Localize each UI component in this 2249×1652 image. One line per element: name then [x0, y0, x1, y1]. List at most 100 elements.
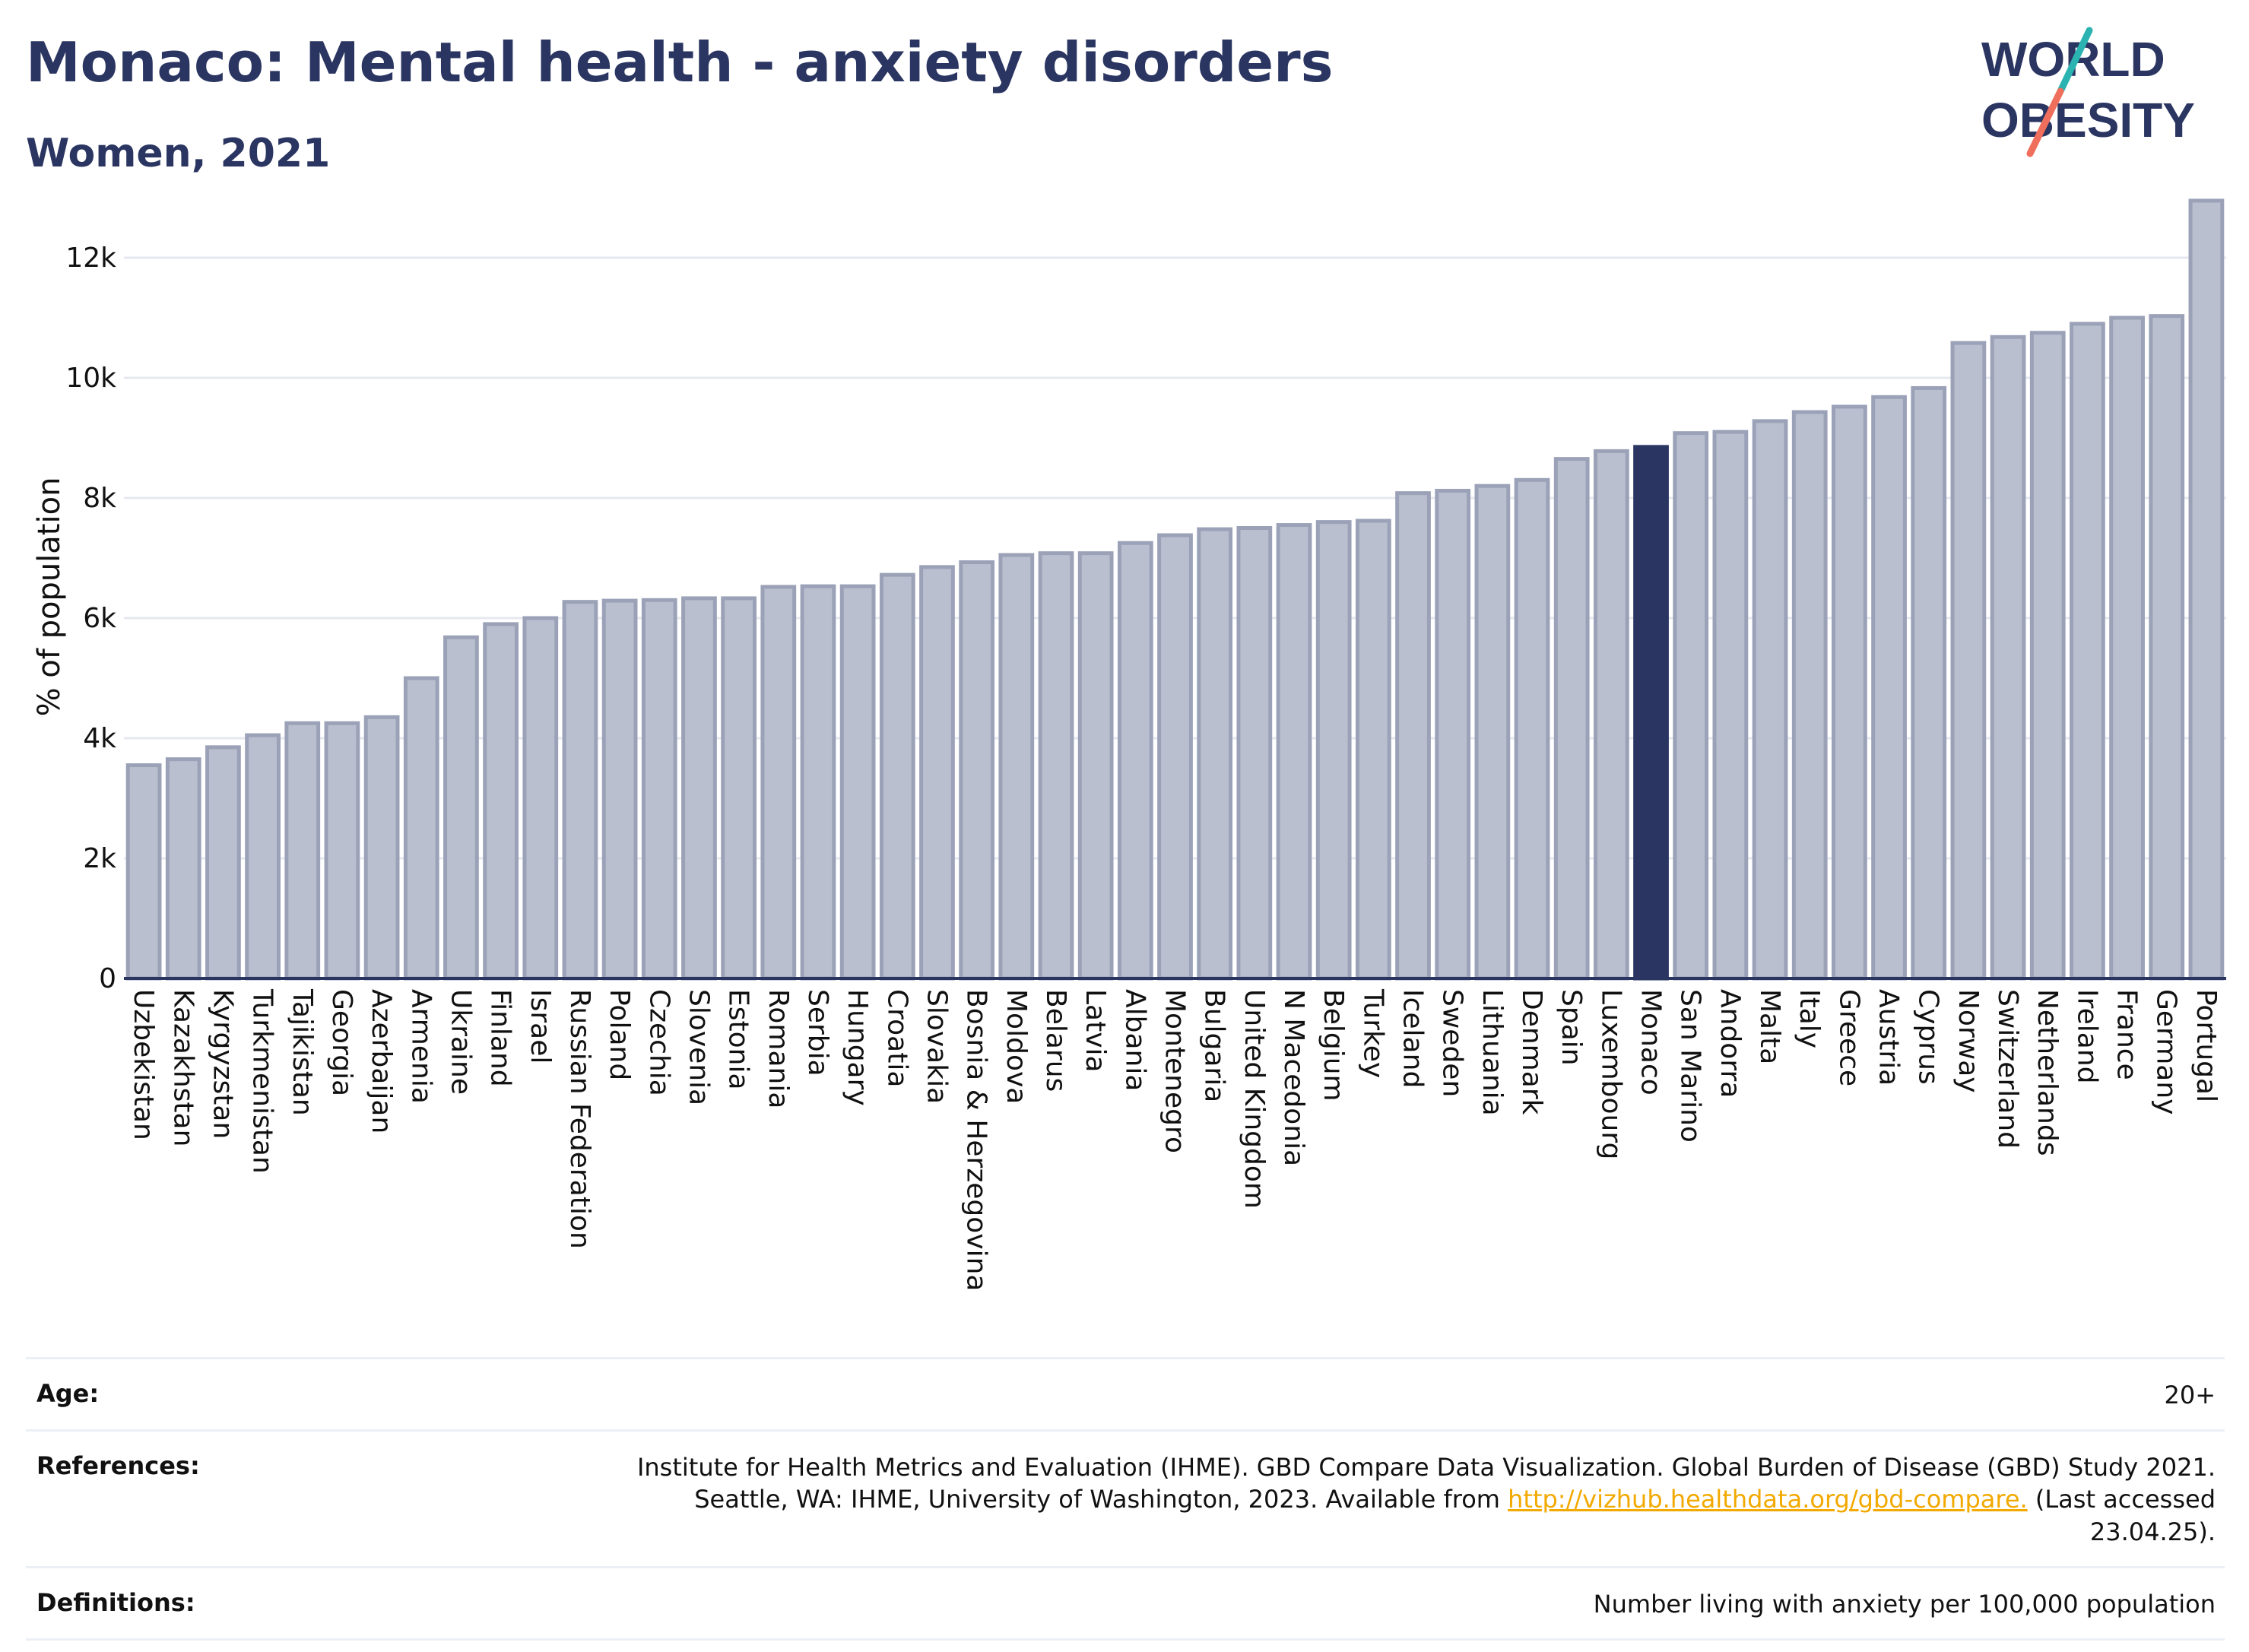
- x-tick-label: Slovenia: [683, 989, 714, 1105]
- x-tick-label: Armenia: [405, 989, 436, 1104]
- age-value: 20+: [2164, 1381, 2216, 1409]
- bar[interactable]: [1395, 491, 1431, 981]
- bar-highlighted[interactable]: [1633, 445, 1669, 981]
- bar[interactable]: [1871, 395, 1907, 981]
- bar[interactable]: [1315, 520, 1352, 981]
- x-tick-label: United Kingdom: [1239, 989, 1270, 1209]
- bar[interactable]: [2188, 198, 2225, 981]
- bar[interactable]: [2070, 322, 2105, 981]
- bar[interactable]: [998, 553, 1035, 981]
- x-tick-label: Monaco: [1635, 989, 1667, 1096]
- definitions-value: Number living with anxiety per 100,000 p…: [1593, 1589, 2216, 1619]
- bar[interactable]: [1911, 385, 1947, 981]
- bar[interactable]: [403, 676, 439, 981]
- x-tick-label: Malta: [1754, 989, 1785, 1064]
- x-tick-label: Belarus: [1040, 989, 1071, 1092]
- bar[interactable]: [1594, 449, 1629, 981]
- bar[interactable]: [1752, 419, 1788, 981]
- metadata-table: Age: 20+ References: Institute for Healt…: [26, 1357, 2225, 1641]
- bar[interactable]: [1553, 457, 1590, 981]
- bar[interactable]: [641, 598, 677, 981]
- bar[interactable]: [1236, 526, 1273, 981]
- x-tick-label: Kyrgyzstan: [207, 989, 238, 1139]
- x-tick-label: Turkmenistan: [247, 988, 278, 1174]
- bar[interactable]: [1990, 335, 2026, 981]
- x-tick-label: Kazakhstan: [167, 989, 198, 1146]
- x-axis-ticks: Uzbekistan Kazakhstan Kyrgyzstan Turkmenist…: [124, 977, 2226, 1291]
- x-tick-label: Azerbaijan: [366, 989, 397, 1134]
- bar[interactable]: [1514, 477, 1550, 981]
- references-text: Institute for Health Metrics and Evaluat…: [636, 1453, 2216, 1514]
- bar[interactable]: [443, 635, 479, 981]
- bar[interactable]: [165, 757, 201, 981]
- bar[interactable]: [839, 584, 876, 981]
- bar[interactable]: [1791, 410, 1828, 981]
- meta-row-references: References: Institute for Health Metrics…: [26, 1429, 2225, 1566]
- bar-chart: 0 2k 4k 6k 8k 10k 12k Uzbekistan Kazakhstan Kyrg…: [32, 198, 2226, 1291]
- bar[interactable]: [1474, 484, 1511, 981]
- bar[interactable]: [324, 721, 360, 981]
- meta-row-age: Age: 20+: [26, 1357, 2225, 1429]
- bar[interactable]: [959, 560, 995, 981]
- y-tick-label: 8k: [83, 483, 116, 514]
- y-tick-label: 2k: [83, 843, 116, 874]
- bar[interactable]: [2109, 315, 2145, 981]
- x-tick-label: Lithuania: [1477, 989, 1508, 1116]
- y-tick-label: 10k: [65, 363, 116, 394]
- x-tick-label: Greece: [1833, 989, 1864, 1086]
- bar[interactable]: [1077, 551, 1114, 981]
- bar[interactable]: [1832, 404, 1867, 981]
- bar[interactable]: [800, 584, 836, 981]
- bar[interactable]: [919, 565, 955, 981]
- bar[interactable]: [2149, 314, 2185, 981]
- references-value: Institute for Health Metrics and Evaluat…: [634, 1451, 2216, 1548]
- bar[interactable]: [1673, 431, 1709, 981]
- bar[interactable]: [522, 616, 559, 981]
- bar[interactable]: [245, 733, 281, 981]
- x-tick-label: Switzerland: [1992, 989, 2023, 1149]
- bar[interactable]: [562, 600, 598, 981]
- y-tick-label: 6k: [83, 603, 116, 634]
- x-tick-label: Montenegro: [1159, 989, 1191, 1153]
- bar[interactable]: [1435, 489, 1471, 981]
- x-tick-label: Latvia: [1080, 989, 1111, 1073]
- bar[interactable]: [721, 596, 757, 981]
- bar[interactable]: [1117, 541, 1153, 981]
- bar[interactable]: [284, 721, 321, 981]
- x-tick-label: Italy: [1794, 989, 1825, 1048]
- bar[interactable]: [601, 598, 638, 981]
- bar[interactable]: [1355, 518, 1391, 981]
- y-tick-label: 4k: [83, 723, 116, 754]
- x-tick-label: Bosnia & Herzegovina: [961, 989, 992, 1291]
- bar[interactable]: [205, 745, 241, 981]
- bar[interactable]: [1038, 551, 1074, 981]
- bar[interactable]: [760, 585, 797, 981]
- bar[interactable]: [483, 622, 519, 981]
- age-key: Age:: [36, 1379, 100, 1408]
- bar[interactable]: [879, 572, 915, 981]
- bar[interactable]: [2029, 331, 2066, 981]
- x-tick-label: Belgium: [1318, 989, 1349, 1102]
- bar[interactable]: [1712, 430, 1749, 981]
- x-tick-label: Tajikistan: [287, 988, 318, 1116]
- x-tick-label: Spain: [1556, 989, 1587, 1066]
- x-tick-label: Iceland: [1397, 989, 1429, 1088]
- chart-title: Monaco: Mental health - anxiety disorder…: [26, 30, 1334, 94]
- x-tick-label: Norway: [1952, 989, 1984, 1093]
- references-link[interactable]: http://vizhub.healthdata.org/gbd-compare…: [1508, 1485, 2028, 1514]
- bar[interactable]: [363, 715, 400, 981]
- references-accessed: (Last accessed 23.04.25).: [2027, 1485, 2216, 1546]
- x-tick-label: Albania: [1119, 989, 1150, 1091]
- bar[interactable]: [125, 763, 162, 981]
- x-tick-label: Serbia: [802, 989, 833, 1076]
- bar[interactable]: [1157, 533, 1193, 981]
- x-tick-label: San Marino: [1675, 989, 1706, 1143]
- logo-line2: OBESITY: [1981, 93, 2195, 147]
- x-tick-label: Hungary: [842, 989, 873, 1106]
- meta-row-definitions: Definitions: Number living with anxiety …: [26, 1565, 2225, 1641]
- bar[interactable]: [1950, 341, 1987, 981]
- bar[interactable]: [1197, 527, 1233, 981]
- x-tick-label: Slovakia: [921, 989, 952, 1104]
- bar[interactable]: [1276, 523, 1312, 981]
- bar[interactable]: [681, 596, 717, 981]
